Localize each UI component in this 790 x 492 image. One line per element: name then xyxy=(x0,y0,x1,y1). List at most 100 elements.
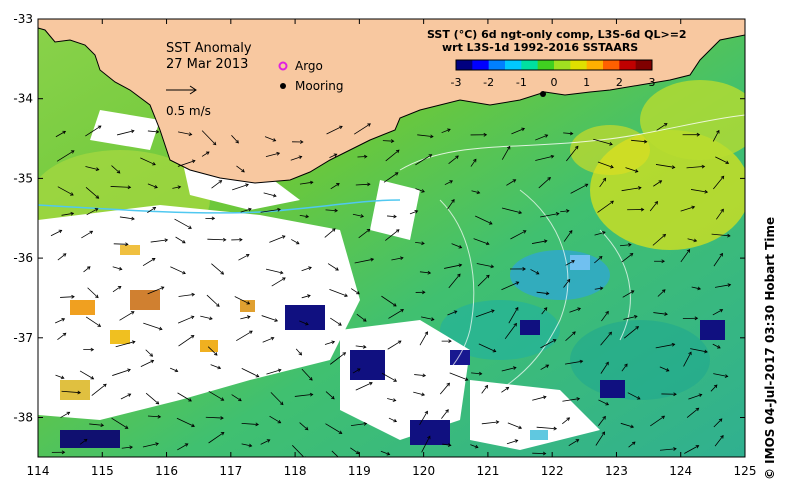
current-vector xyxy=(262,337,274,343)
current-vector xyxy=(352,368,361,374)
current-vector xyxy=(112,286,122,293)
current-vector xyxy=(60,296,75,298)
current-vector xyxy=(112,266,122,270)
current-vector-head xyxy=(654,200,658,205)
current-vector xyxy=(142,258,156,267)
current-vector-head xyxy=(89,230,94,235)
current-vector xyxy=(177,316,194,324)
current-vector-head xyxy=(447,128,451,132)
x-axis: 114 115 116 117 118 119 120 121 122 123 124 125 xyxy=(27,19,756,478)
current-vector xyxy=(119,216,135,220)
current-vector xyxy=(623,315,638,320)
current-vector-head xyxy=(309,392,314,397)
current-vector-head xyxy=(579,359,584,364)
current-vector xyxy=(200,315,213,320)
y-tick-label: -33 xyxy=(13,12,33,26)
current-vector-head xyxy=(213,352,218,356)
current-vector xyxy=(170,266,186,274)
current-vector-head xyxy=(720,175,725,180)
current-vector-head xyxy=(127,393,132,397)
current-vector-head xyxy=(220,271,225,275)
current-vector xyxy=(350,447,360,454)
current-vector-head xyxy=(428,154,433,158)
current-vector xyxy=(656,123,668,131)
current-vector-head xyxy=(568,230,573,234)
current-vector-head xyxy=(515,281,520,285)
current-vector-head xyxy=(235,139,239,144)
current-vector-head xyxy=(661,289,666,293)
current-vector xyxy=(442,443,451,446)
current-vector xyxy=(355,183,370,186)
current-vector xyxy=(538,177,551,189)
current-vector-head xyxy=(634,169,639,173)
current-vector xyxy=(691,286,701,290)
current-vector xyxy=(172,186,181,189)
current-vector-head xyxy=(545,291,550,296)
current-vector xyxy=(295,348,302,356)
current-vector xyxy=(330,183,340,190)
current-vector-head xyxy=(395,229,400,233)
current-vector xyxy=(177,131,192,135)
argo-marker-icon xyxy=(278,61,288,71)
current-vector xyxy=(201,151,210,157)
current-vector xyxy=(508,307,519,324)
current-vector-head xyxy=(277,368,282,373)
current-vector xyxy=(568,439,579,447)
current-vector-head xyxy=(248,443,253,448)
current-vector xyxy=(112,369,131,376)
current-vector-head xyxy=(90,376,95,380)
current-vector xyxy=(409,210,418,215)
current-vector-head xyxy=(491,309,495,313)
current-vector-head xyxy=(665,368,670,372)
current-vector-head xyxy=(395,149,400,154)
current-vector-head xyxy=(333,153,338,157)
current-vector-head xyxy=(362,345,367,349)
current-vector-head xyxy=(307,294,311,298)
current-vector-head xyxy=(117,286,122,290)
current-vector xyxy=(449,372,469,381)
current-vector xyxy=(83,266,91,273)
plot-frame xyxy=(37,18,746,458)
current-vector xyxy=(120,393,131,400)
current-vector-head xyxy=(309,377,313,381)
legend-mooring: Mooring xyxy=(295,79,344,93)
current-vector-head xyxy=(279,401,284,406)
current-vector-head xyxy=(535,271,540,275)
current-vector-head xyxy=(424,331,428,335)
current-vector-head xyxy=(277,207,281,212)
colorbar-swatch xyxy=(603,60,620,70)
current-vector xyxy=(387,340,402,350)
colorbar-border xyxy=(455,59,653,71)
colorbar-tick-label: -3 xyxy=(451,76,462,89)
current-vector-head xyxy=(363,421,368,426)
current-vector-head xyxy=(552,339,557,343)
current-vector xyxy=(690,189,708,193)
current-vector-head xyxy=(246,315,251,319)
current-vector xyxy=(570,183,588,194)
current-vector xyxy=(263,192,277,197)
current-vector xyxy=(294,394,313,397)
current-vector xyxy=(684,445,699,454)
current-vector-head xyxy=(164,238,169,243)
x-tick-label: 123 xyxy=(605,464,628,478)
current-vector-head xyxy=(584,183,589,188)
current-vector xyxy=(326,126,343,135)
current-vector xyxy=(211,263,224,275)
current-vector-head xyxy=(605,401,610,406)
colorbar-swatch xyxy=(554,60,571,70)
current-vector xyxy=(597,200,614,213)
current-vector xyxy=(563,132,573,135)
current-vector xyxy=(240,208,252,213)
current-vector-head xyxy=(335,267,339,271)
current-vector xyxy=(652,234,666,246)
current-vector-head xyxy=(298,155,303,160)
current-vector xyxy=(299,320,309,325)
current-vector-head xyxy=(490,264,495,269)
current-vector-head xyxy=(704,349,708,354)
current-vector xyxy=(85,187,99,199)
current-vector xyxy=(383,172,399,183)
colorbar-swatch xyxy=(521,60,539,70)
current-vector-head xyxy=(630,424,635,429)
current-vector-head xyxy=(342,352,347,356)
current-vector xyxy=(481,385,488,394)
